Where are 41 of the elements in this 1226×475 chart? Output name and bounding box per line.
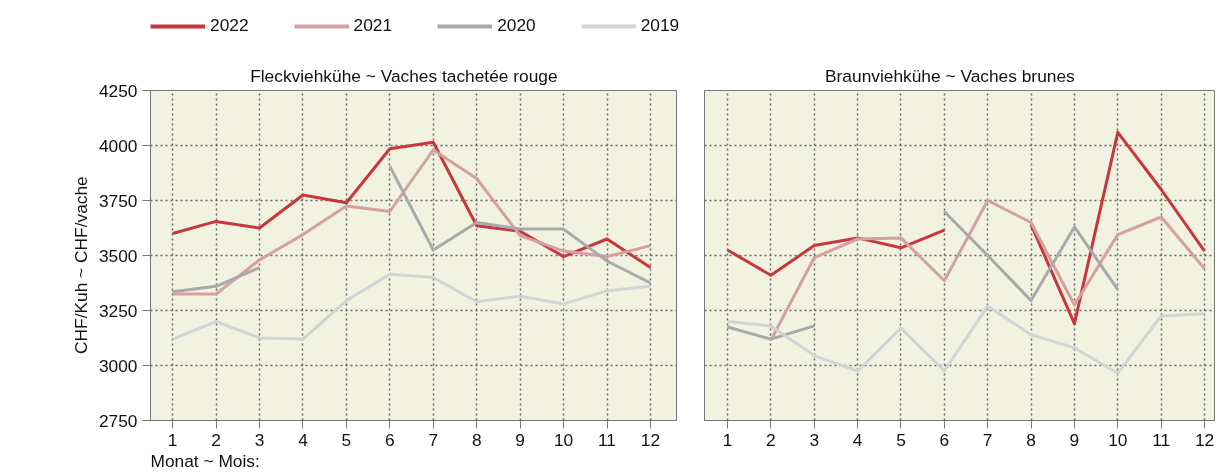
y-tick-label: 4000 bbox=[98, 135, 138, 156]
x-axis-title: Monat ~ Mois: bbox=[150, 450, 260, 471]
y-tick-label: 2750 bbox=[98, 410, 138, 431]
x-tick-label: 6 bbox=[385, 429, 395, 450]
x-tick-label: 4 bbox=[298, 429, 309, 450]
x-tick-label: 2 bbox=[766, 429, 776, 450]
y-tick-label: 4250 bbox=[98, 80, 138, 101]
chart-title: Fleckviehkühe ~ Vaches tachetée rouge bbox=[250, 65, 558, 86]
x-tick-label: 7 bbox=[982, 429, 993, 450]
x-tick-label: 1 bbox=[722, 429, 733, 450]
x-tick-label: 4 bbox=[852, 429, 863, 450]
x-tick-label: 11 bbox=[1152, 429, 1171, 450]
x-tick-label: 8 bbox=[471, 429, 482, 450]
x-tick-label: 6 bbox=[939, 429, 950, 450]
x-tick-label: 8 bbox=[1026, 429, 1036, 450]
x-tick-label: 3 bbox=[809, 429, 820, 450]
x-tick-label: 11 bbox=[598, 429, 617, 450]
legend-label: 2020 bbox=[497, 15, 536, 36]
x-tick-label: 1 bbox=[167, 429, 178, 450]
x-tick-label: 7 bbox=[428, 429, 439, 450]
x-tick-label: 5 bbox=[896, 429, 906, 450]
y-tick-label: 3750 bbox=[98, 190, 138, 211]
chart-title: Braunviehkühe ~ Vaches brunes bbox=[825, 65, 1076, 86]
legend-label: 2021 bbox=[353, 15, 393, 36]
x-tick-label: 5 bbox=[341, 429, 352, 450]
x-tick-label: 9 bbox=[515, 429, 525, 450]
y-tick-label: 3250 bbox=[98, 300, 138, 321]
legend-label: 2019 bbox=[640, 15, 680, 36]
y-tick-label: 3000 bbox=[98, 355, 138, 376]
x-tick-label: 10 bbox=[1108, 429, 1128, 450]
x-tick-label: 2 bbox=[211, 429, 221, 450]
line-series bbox=[171, 272, 652, 341]
line-series bbox=[171, 140, 652, 270]
x-tick-label: 10 bbox=[553, 429, 574, 450]
y-axis-title: CHF/Kuh ~ CHF/vache bbox=[70, 176, 91, 354]
y-tick-label: 3500 bbox=[98, 245, 138, 266]
x-tick-label: 12 bbox=[1194, 429, 1215, 450]
x-tick-label: 3 bbox=[254, 429, 265, 450]
x-tick-label: 12 bbox=[640, 429, 661, 450]
legend-label: 2022 bbox=[210, 15, 249, 36]
x-tick-label: 9 bbox=[1069, 429, 1080, 450]
